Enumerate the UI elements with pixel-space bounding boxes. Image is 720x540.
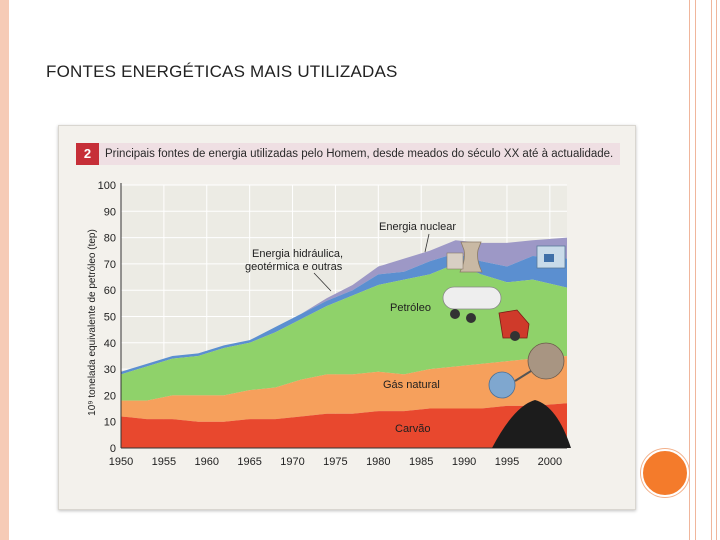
y-tick-label: 40: [104, 338, 116, 350]
x-tick-label: 1960: [195, 456, 219, 468]
figure-caption: Principais fontes de energia utilizadas …: [105, 148, 614, 160]
truck-wheel-icon: [466, 313, 476, 323]
label-energia-hidraulica-1: Energia hidráulica,: [252, 248, 343, 260]
y-tick-label: 70: [104, 259, 116, 271]
area-energia-nuclear: [121, 237, 567, 372]
oil-tanker-truck-icon: [442, 286, 502, 310]
left-decor-bar: [0, 0, 9, 540]
figure-header: 2 Principais fontes de energia utilizada…: [76, 143, 620, 165]
y-tick-label: 100: [98, 180, 116, 192]
gas-pipe-icon: [514, 370, 532, 382]
energy-stacked-area-chart: 0 10 20 30 40 50 60 70 80 90 100 1950 1955 1960 1965 19…: [87, 180, 571, 468]
y-tick-label: 60: [104, 285, 116, 297]
leader-energia-nuclear: [424, 233, 430, 253]
right-decor-rule-4: [716, 0, 717, 540]
decor-orange-circle: [641, 449, 689, 497]
y-tick-label: 30: [104, 364, 116, 376]
label-petroleo: Petróleo: [390, 302, 431, 314]
area-energia-hidraulica: [121, 253, 567, 375]
truck-wheel-icon: [510, 331, 520, 341]
truck-wheel-icon: [450, 309, 460, 319]
y-tick-label: 20: [104, 390, 116, 402]
x-tick-label: 1990: [452, 456, 476, 468]
area-carvao: [121, 403, 567, 448]
nuclear-plant-cooling-tower-icon: [459, 241, 483, 273]
right-decor-rule-2: [695, 0, 696, 540]
label-energia-hidraulica-2: geotérmica e outras: [245, 261, 343, 273]
label-energia-nuclear: Energia nuclear: [379, 221, 456, 233]
y-tick-label: 10: [104, 417, 116, 429]
right-decor-rule-3: [711, 0, 712, 540]
slide-title: FONTES ENERGÉTICAS MAIS UTILIZADAS: [46, 62, 398, 81]
gas-storage-sphere-small-icon: [488, 371, 516, 399]
y-tick-label: 90: [104, 206, 116, 218]
x-tick-label: 1980: [366, 456, 390, 468]
hydro-dam-window-icon: [544, 254, 554, 262]
x-tick-label: 1965: [237, 456, 261, 468]
figure-number: 2: [76, 143, 99, 165]
x-tick-label: 1970: [280, 456, 304, 468]
y-tick-label: 80: [104, 233, 116, 245]
coal-pile-icon: [492, 400, 571, 448]
x-tick-label: 1975: [323, 456, 347, 468]
y-axis-label: 10⁹ tonelada equivalente de petróleo (te…: [87, 229, 98, 416]
x-tick-label: 1985: [409, 456, 433, 468]
area-gas-natural: [121, 355, 567, 422]
x-tick-label: 1950: [109, 456, 133, 468]
x-tick-label: 1995: [495, 456, 519, 468]
right-decor-rule-1: [689, 0, 690, 540]
nuclear-plant-building-icon: [446, 252, 464, 270]
figure-frame: 2 Principais fontes de energia utilizada…: [58, 125, 636, 510]
leader-energia-hidraulica: [313, 272, 332, 292]
x-tick-label: 2000: [538, 456, 562, 468]
label-gas-natural: Gás natural: [383, 379, 440, 391]
label-carvao: Carvão: [395, 423, 430, 435]
y-tick-label: 50: [104, 312, 116, 324]
gas-storage-sphere-icon: [527, 342, 565, 380]
x-tick-label: 1955: [152, 456, 176, 468]
y-tick-label: 0: [110, 443, 116, 455]
truck-cab-icon: [498, 309, 530, 339]
